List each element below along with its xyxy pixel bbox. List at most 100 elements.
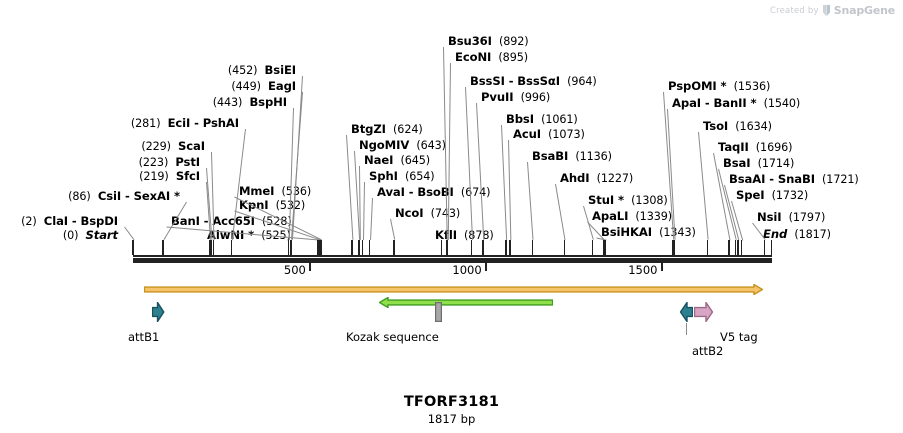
cut-site-tick — [317, 240, 320, 255]
snapgene-logo-icon — [822, 5, 830, 16]
enzyme-name-token: NaeI — [364, 153, 394, 167]
cut-site-tick — [287, 240, 290, 255]
enzyme-label-bsai[interactable]: BsaI (1714) — [723, 157, 794, 170]
enzyme-name-token: End — [763, 227, 788, 241]
enzyme-label-pspomi[interactable]: PspOMI * (1536) — [668, 80, 770, 93]
ruler-top-line — [133, 255, 772, 257]
feature-arrow-orf-arrow[interactable] — [143, 280, 764, 299]
enzyme-label-acui[interactable]: AcuI (1073) — [513, 128, 585, 141]
cut-site-tick — [505, 240, 507, 255]
enzyme-label-bbsi[interactable]: BbsI (1061) — [506, 113, 578, 126]
enzyme-name-token: ClaI — [43, 214, 69, 228]
enzyme-name-btgzi: BtgZI — [351, 122, 386, 136]
enzyme-name-end: End — [763, 227, 787, 241]
enzyme-label-bsssi[interactable]: BssSI - BssSαI (964) — [470, 75, 597, 88]
annotation-label-kozak[interactable]: Kozak sequence — [346, 330, 439, 344]
leader-line-clai-bspdi — [124, 226, 135, 241]
enzyme-name-token: PvuII — [481, 90, 514, 104]
enzyme-label-clai-bspdi[interactable]: (2) ClaI - BspDI — [0, 215, 118, 228]
enzyme-label-tsoi[interactable]: TsoI (1634) — [703, 120, 772, 133]
enzyme-label-ncoi[interactable]: NcoI (743) — [395, 207, 460, 220]
cut-site-tick — [741, 240, 743, 255]
enzyme-label-naei[interactable]: NaeI (645) — [364, 154, 430, 167]
feature-arrow-reverse-arrow[interactable] — [378, 293, 554, 312]
enzyme-label-bsphi[interactable]: (443) BspHI — [0, 96, 287, 109]
enzyme-label-btgzi[interactable]: BtgZI (624) — [351, 123, 423, 136]
enzyme-label-apali[interactable]: ApaLI (1339) — [592, 210, 672, 223]
leader-line-bbsi — [501, 124, 508, 241]
enzyme-label-bani-acc65i[interactable]: BanI - Acc65I (528) — [171, 215, 292, 228]
annotation-shape-attb2[interactable] — [679, 300, 694, 326]
enzyme-label-pvuii[interactable]: PvuII (996) — [481, 91, 550, 104]
enzyme-name-token: BtgZI — [351, 122, 386, 136]
annotation-label-v5tag[interactable]: V5 tag — [720, 330, 758, 344]
sequence-axis-bar[interactable] — [133, 258, 772, 263]
enzyme-label-econi[interactable]: EcoNI (895) — [455, 51, 528, 64]
enzyme-label-end[interactable]: End (1817) — [763, 228, 831, 241]
cut-site-tick — [673, 240, 675, 255]
cut-site-tick — [132, 240, 135, 255]
cut-site-tick — [531, 240, 533, 255]
enzyme-label-mmei[interactable]: MmeI (536) — [239, 185, 311, 198]
enzyme-position-taqii: (1696) — [755, 141, 793, 154]
enzyme-name-token: EcoNI — [455, 50, 492, 64]
enzyme-label-bsabi[interactable]: BsaBI (1136) — [532, 150, 612, 163]
cut-site-tick — [440, 240, 443, 255]
annotation-label-attb1[interactable]: attB1 — [128, 330, 160, 344]
enzyme-position-btgzi: (624) — [393, 123, 423, 136]
enzyme-position-bbsi: (1061) — [541, 113, 578, 126]
cut-site-tick — [358, 240, 360, 255]
enzyme-name-bsaai-snabi: BsaAI - SnaBI — [729, 172, 815, 186]
enzyme-position-scai: (229) — [141, 140, 171, 153]
enzyme-name-token: BssSαI — [517, 74, 560, 88]
enzyme-name-token: ApaLI — [592, 209, 629, 223]
enzyme-name-token: BsiHKAI — [601, 225, 652, 239]
enzyme-label-spei[interactable]: SpeI (1732) — [736, 189, 808, 202]
enzyme-label-csii-sexai[interactable]: (86) CsiI - SexAI * — [0, 190, 180, 203]
enzyme-label-avai-bsobi[interactable]: AvaI - BsoBI (674) — [377, 185, 491, 199]
enzyme-label-bsiei[interactable]: (452) BsiEI — [0, 64, 296, 77]
annotation-label-attb2[interactable]: attB2 — [692, 344, 724, 358]
enzyme-name-token: SphI — [369, 169, 398, 183]
enzyme-label-sphi[interactable]: SphI (654) — [369, 170, 435, 183]
enzyme-name-token: PspOMI — [668, 79, 717, 93]
enzyme-label-nsii[interactable]: NsiI (1797) — [757, 211, 825, 224]
enzyme-name-apali: ApaLI — [592, 209, 628, 223]
enzyme-name-token: BsoBI — [417, 185, 454, 199]
enzyme-label-scai[interactable]: (229) ScaI — [0, 140, 205, 153]
annotation-stem-attb2 — [686, 323, 688, 335]
enzyme-label-bsihkai[interactable]: BsiHKAI (1343) — [601, 226, 696, 239]
leader-line-avai-bsobi — [370, 197, 373, 241]
enzyme-name-apai-banii: ApaI - BanII * — [672, 96, 757, 110]
enzyme-label-ecii-pshai[interactable]: (281) EciI - PshAI — [0, 117, 239, 130]
ruler-tick-label-1500: 1500 — [628, 263, 658, 277]
enzyme-name-separator: - — [404, 185, 418, 199]
enzyme-name-separator: - — [701, 96, 714, 110]
enzyme-label-psti[interactable]: (223) PstI — [0, 156, 200, 169]
enzyme-position-bsu36i: (892) — [498, 35, 529, 48]
enzyme-label-kfli[interactable]: KflI (878) — [435, 229, 494, 242]
enzyme-name-sfci: SfcI — [176, 169, 200, 183]
enzyme-label-start[interactable]: (0) Start — [0, 229, 118, 242]
enzyme-name-pvuii: PvuII — [481, 90, 514, 104]
enzyme-label-apai-banii[interactable]: ApaI - BanII * (1540) — [672, 97, 800, 110]
enzyme-position-sfci: (219) — [139, 170, 169, 183]
enzyme-label-ngomiv[interactable]: NgoMIV (643) — [359, 139, 446, 152]
enzyme-label-bsaai-snabi[interactable]: BsaAI - SnaBI (1721) — [729, 173, 859, 186]
enzyme-label-bsu36i[interactable]: Bsu36I (892) — [448, 35, 529, 48]
enzyme-name-separator: - — [121, 189, 134, 203]
enzyme-label-stui[interactable]: StuI * (1308) — [588, 194, 668, 207]
leader-line-naei — [359, 165, 361, 241]
enzyme-label-eagi[interactable]: (449) EagI — [0, 80, 296, 93]
annotation-shape-kozak[interactable] — [435, 301, 443, 326]
annotation-shape-v5tag[interactable] — [694, 300, 714, 326]
enzyme-label-taqii[interactable]: TaqII (1696) — [718, 141, 793, 154]
enzyme-name-token: StuI — [588, 193, 615, 207]
annotation-shape-attb1[interactable] — [152, 300, 165, 326]
ruler-tick-label-500: 500 — [283, 263, 306, 277]
enzyme-label-sfci[interactable]: (219) SfcI — [0, 170, 200, 183]
enzyme-name-pspomi: PspOMI * — [668, 79, 727, 93]
enzyme-name-econi: EcoNI — [455, 50, 491, 64]
leader-line-bsiei — [291, 75, 303, 241]
enzyme-label-ahdi[interactable]: AhdI (1227) — [560, 172, 633, 185]
